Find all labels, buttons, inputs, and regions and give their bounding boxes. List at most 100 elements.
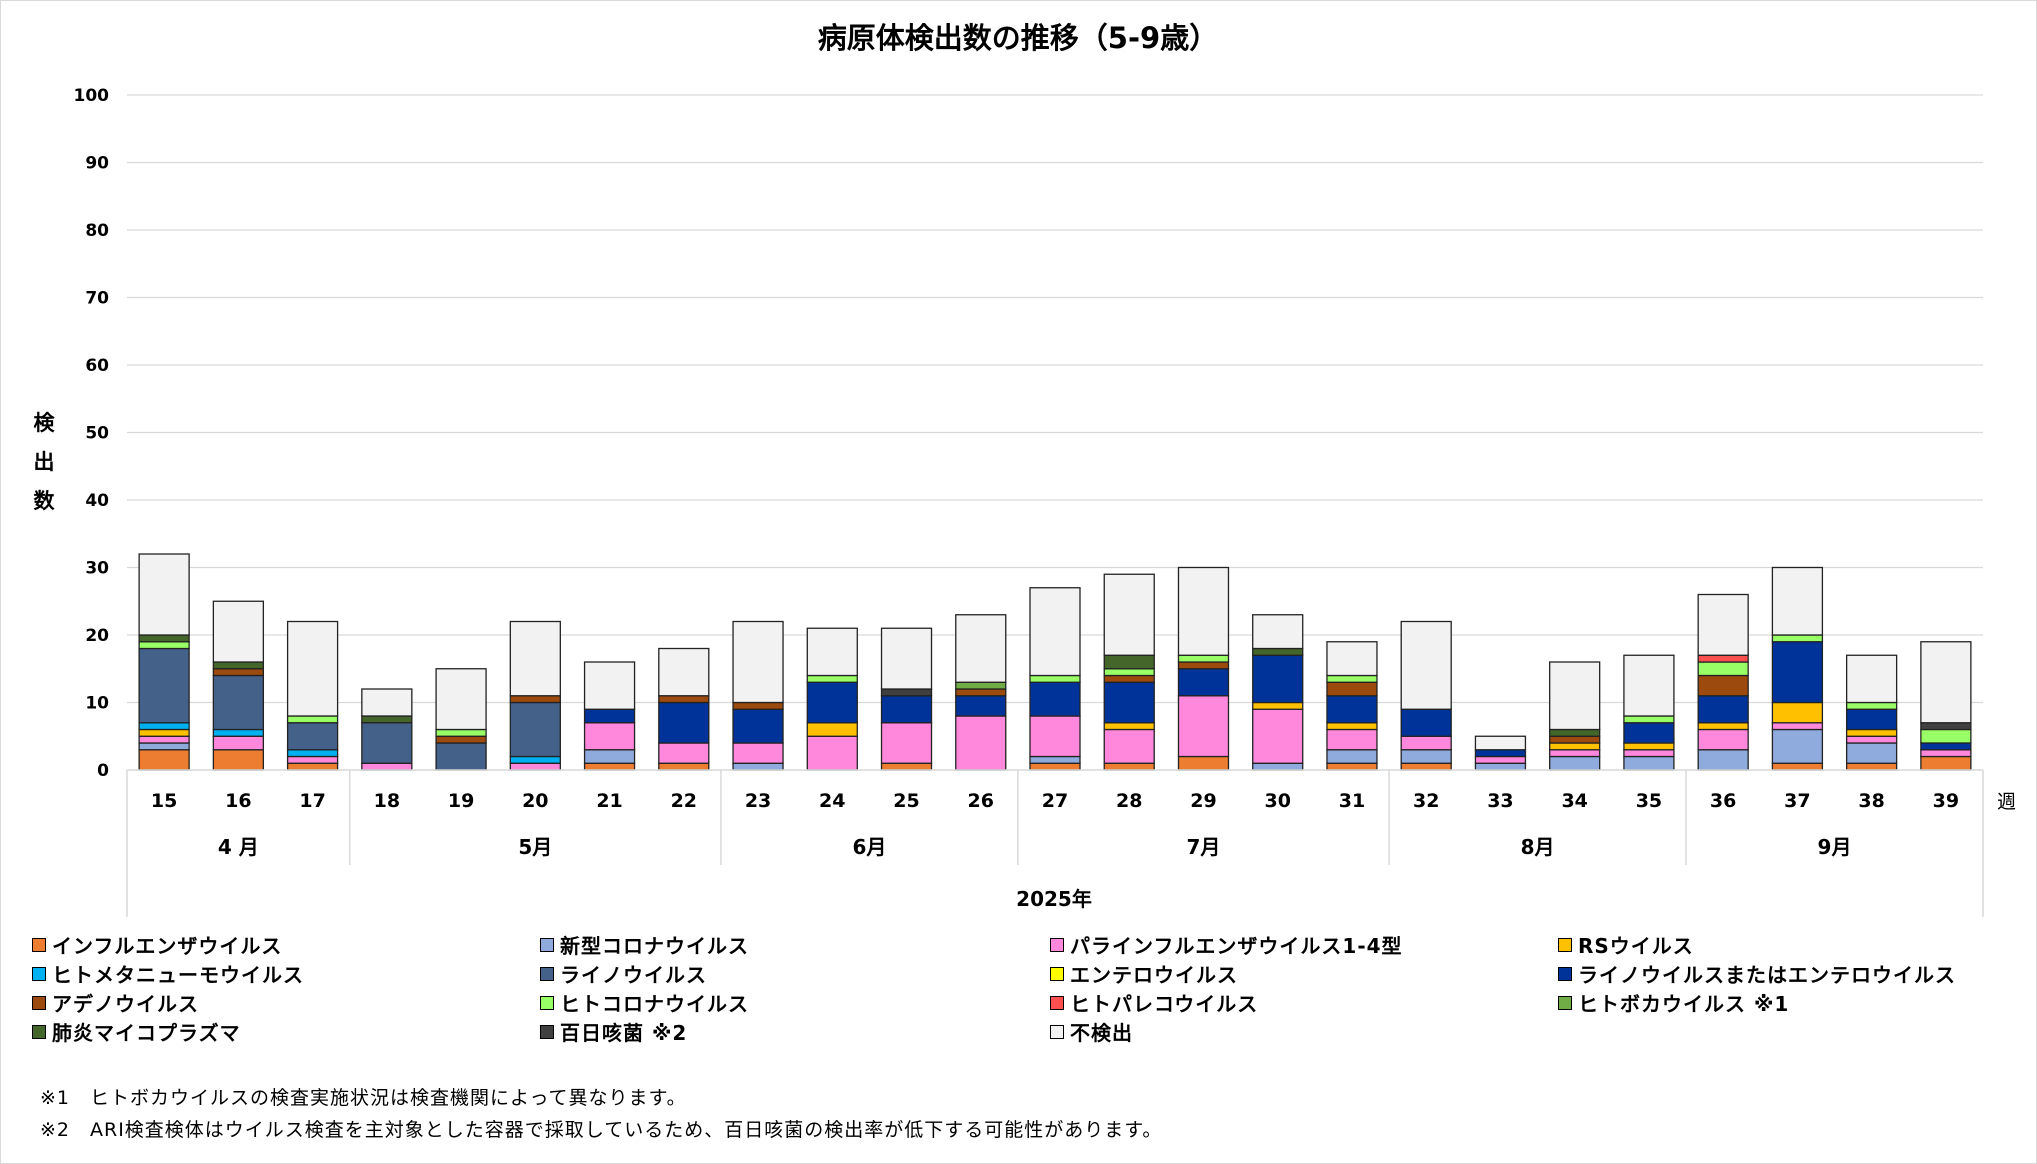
bar-segment xyxy=(1400,762,1452,771)
bar-segment xyxy=(1326,722,1378,731)
bar-segment xyxy=(509,695,561,704)
x-tick-label: 39 xyxy=(1933,790,1959,812)
bar-segment xyxy=(435,742,487,771)
bar-segment xyxy=(880,688,933,697)
bar-segment xyxy=(1845,742,1898,764)
legend-item: 肺炎マイコプラズマ xyxy=(32,1017,241,1046)
bar-segment xyxy=(583,708,636,724)
month-label: 9月 xyxy=(1818,835,1852,859)
bar-segment xyxy=(732,701,784,710)
x-tick-label: 36 xyxy=(1710,790,1736,812)
bar-segment xyxy=(212,600,265,663)
x-tick-label: 16 xyxy=(225,790,251,812)
bar-segment xyxy=(1771,566,1824,636)
legend-swatch xyxy=(32,1024,46,1039)
bar-segment xyxy=(509,701,561,758)
bar-segment xyxy=(212,735,265,751)
bar-segment xyxy=(1029,681,1081,717)
legend-swatch xyxy=(540,937,554,952)
x-tick-label: 29 xyxy=(1190,790,1216,812)
bar-segment xyxy=(1920,742,1972,751)
bar-segment xyxy=(1697,661,1749,677)
x-tick-label: 38 xyxy=(1858,790,1884,812)
legend-item: ヒトメタニューモウイルス xyxy=(32,959,304,988)
bar-segment xyxy=(1474,749,1527,758)
x-tick-label: 21 xyxy=(596,790,622,812)
bar-segment xyxy=(1029,587,1081,677)
bar-segment xyxy=(1326,695,1378,724)
bar-segment xyxy=(1252,654,1304,704)
bar-segment xyxy=(138,735,190,744)
legend-item: 新型コロナウイルス xyxy=(540,930,749,959)
legend-item: インフルエンザウイルス xyxy=(32,930,282,959)
bar-segment xyxy=(1103,762,1155,771)
x-tick-label: 22 xyxy=(671,790,697,812)
bar-segment xyxy=(1920,755,1972,771)
bar-segment xyxy=(806,674,858,683)
legend-swatch xyxy=(540,1024,554,1039)
bar-segment xyxy=(1697,722,1749,731)
legend-label: ヒトボカウイルス ※1 xyxy=(1578,992,1790,1016)
bar-segment xyxy=(1103,728,1155,764)
x-tick-label: 15 xyxy=(151,790,177,812)
month-label: 8月 xyxy=(1521,835,1555,859)
bar-segment xyxy=(1252,708,1304,764)
y-tick-label: 70 xyxy=(85,289,109,309)
legend-swatch xyxy=(1050,966,1064,981)
month-label: 7月 xyxy=(1187,835,1221,859)
legend-swatch xyxy=(540,995,554,1010)
bar-segment xyxy=(286,749,339,758)
legend-label: ヒトメタニューモウイルス xyxy=(52,963,304,987)
x-tick-label: 35 xyxy=(1636,790,1662,812)
bar-segment xyxy=(286,722,339,751)
bar-segment xyxy=(509,755,561,764)
legend-label: 不検出 xyxy=(1070,1021,1133,1045)
chart-title: 病原体検出数の推移（5-9歳） xyxy=(818,21,1218,55)
x-tick-label: 18 xyxy=(374,790,400,812)
bar-segment xyxy=(1029,762,1081,771)
x-tick-label: 23 xyxy=(745,790,771,812)
bar-segment xyxy=(1845,654,1898,704)
y-tick-label: 80 xyxy=(85,221,109,241)
bar-segment xyxy=(732,742,784,764)
x-tick-label: 31 xyxy=(1339,790,1365,812)
legend-item: ライノウイルスまたはエンテロウイルス xyxy=(1558,959,1956,988)
bar-segment xyxy=(1326,674,1378,683)
bar-segment xyxy=(880,627,933,690)
y-tick-label: 90 xyxy=(85,154,109,174)
bar-segment xyxy=(1623,715,1675,724)
bar-segment xyxy=(1771,762,1824,771)
bar-segment xyxy=(1771,728,1824,764)
y-tick-label: 20 xyxy=(85,626,109,646)
x-tick-label: 30 xyxy=(1264,790,1290,812)
legend-swatch xyxy=(1558,995,1572,1010)
bar-segment xyxy=(1326,749,1378,764)
bar-segment xyxy=(361,688,413,717)
bar-segment xyxy=(955,695,1007,717)
legend-label: アデノウイルス xyxy=(52,992,199,1016)
bar-segment xyxy=(1845,762,1898,771)
bar-segment xyxy=(435,668,487,731)
legend-label: インフルエンザウイルス xyxy=(52,934,283,958)
bar-segment xyxy=(1771,722,1824,731)
bar-segment xyxy=(138,647,190,724)
footnote-1: ※1 ヒトボカウイルスの検査実施状況は検査機関によって異なります。 xyxy=(40,1087,687,1109)
bar-segment xyxy=(1029,674,1081,683)
bar-segment xyxy=(286,755,339,764)
bar-segment xyxy=(955,681,1007,690)
bar-segment xyxy=(1400,620,1452,710)
legend-label: 百日咳菌 ※2 xyxy=(560,1021,688,1045)
bar-segment xyxy=(880,722,933,764)
bar-segment xyxy=(658,647,710,697)
legend-swatch xyxy=(1050,995,1064,1010)
legend-item: エンテロウイルス xyxy=(1050,959,1238,988)
bar-segment xyxy=(1029,715,1081,758)
bar-segment xyxy=(583,762,636,771)
legend-item: RSウイルス xyxy=(1558,930,1694,959)
bar-segment xyxy=(1252,647,1304,656)
bar-segment xyxy=(955,715,1007,771)
legend-swatch xyxy=(1558,937,1572,952)
bar-segment xyxy=(658,695,710,704)
bar-segment xyxy=(1400,735,1452,751)
